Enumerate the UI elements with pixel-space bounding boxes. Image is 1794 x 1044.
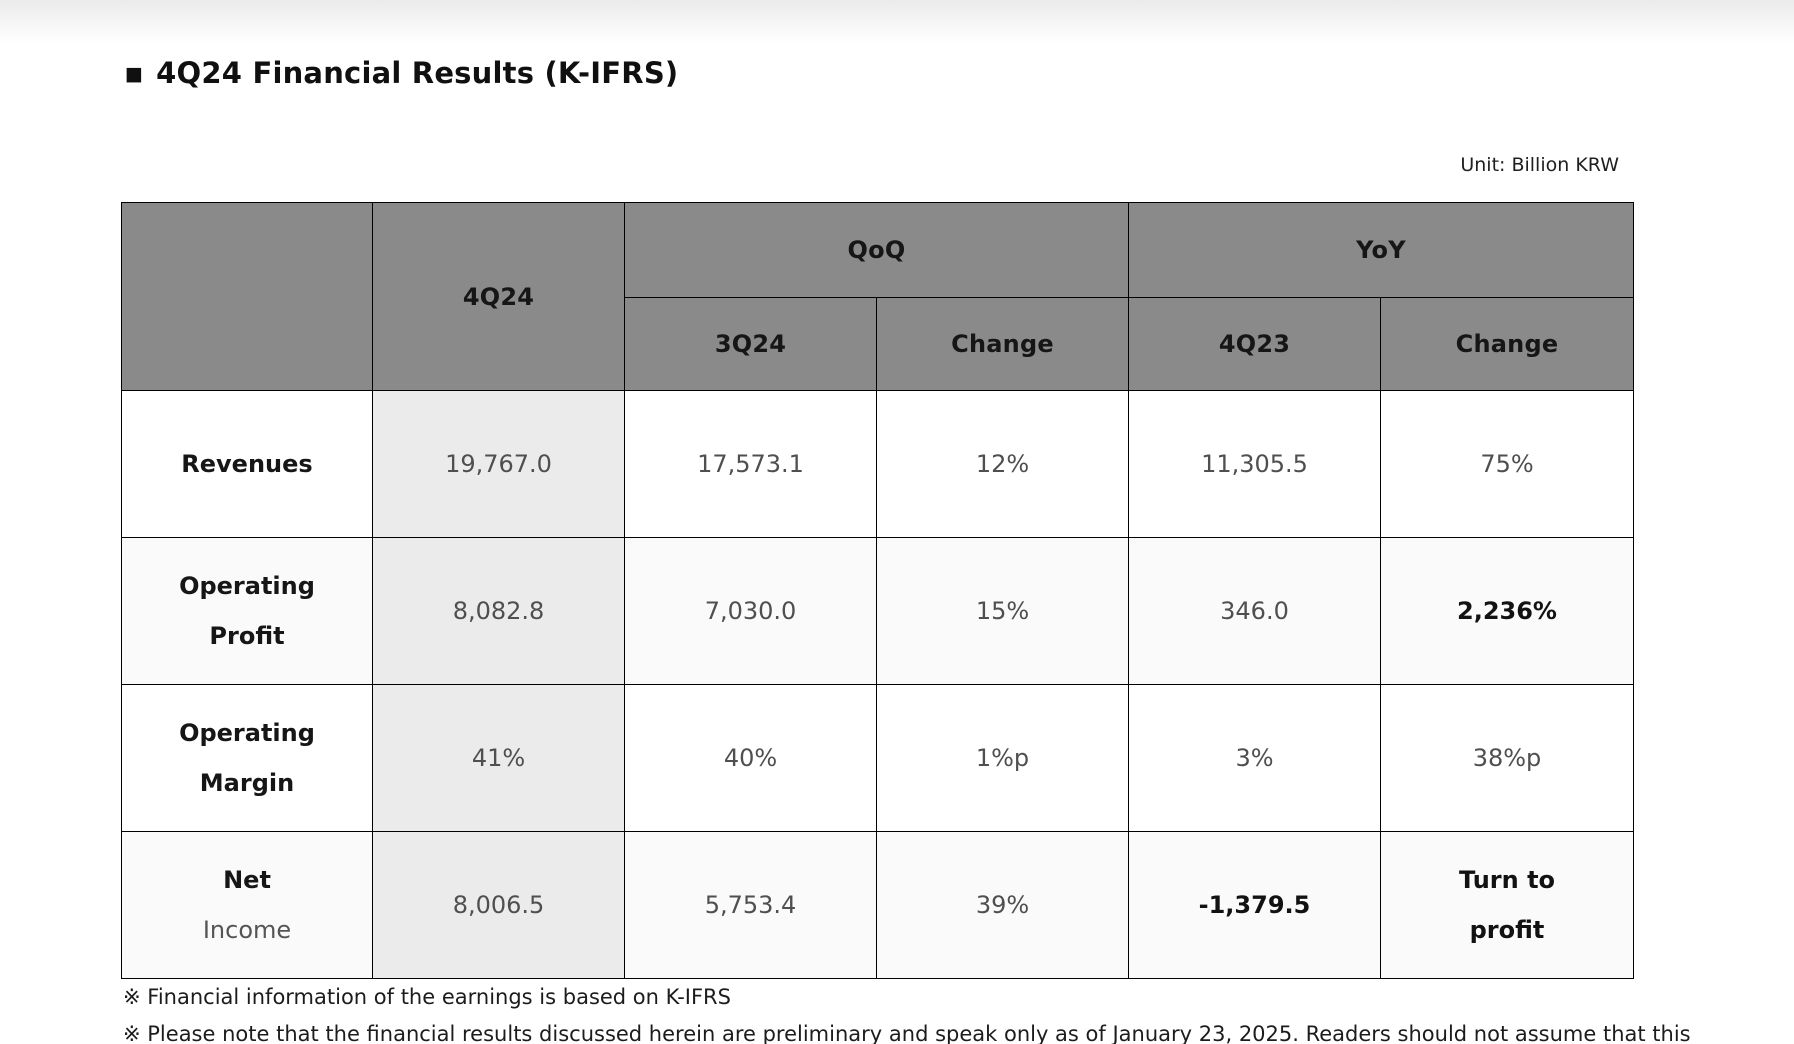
- cell-revenues-3q24: 17,573.1: [624, 390, 877, 538]
- col-group-yoy: YoY: [1128, 202, 1634, 298]
- cell-operating-profit-yoy-change: 2,236%: [1380, 537, 1634, 685]
- row-label-net-income-line1: Net: [223, 865, 271, 894]
- cell-operating-margin-yoy-change: 38%p: [1380, 684, 1634, 832]
- cell-net-income-qoq-change: 39%: [876, 831, 1129, 979]
- table-row-net-income: Net Income 8,006.5 5,753.4 39% -1,379.5 T…: [121, 831, 1634, 979]
- table-row-operating-margin: Operating Margin 41% 40% 1%p 3% 38%p: [121, 684, 1634, 832]
- row-label-net-income: Net Income: [121, 831, 373, 979]
- cell-revenues-4q24: 19,767.0: [372, 390, 625, 538]
- table-row-operating-profit: Operating Profit 8,082.8 7,030.0 15% 346…: [121, 537, 1634, 685]
- cell-operating-profit-4q23: 346.0: [1128, 537, 1381, 685]
- row-label-operating-margin: Operating Margin: [121, 684, 373, 832]
- col-header-qoq-change: Change: [876, 297, 1129, 391]
- header-row-groups: 4Q24 QoQ YoY: [121, 202, 1634, 391]
- page-title-text: 4Q24 Financial Results (K-IFRS): [156, 56, 679, 90]
- unit-label: Unit: Billion KRW: [1460, 154, 1619, 176]
- financial-results-table: 4Q24 QoQ YoY 3Q24 Change 4Q23 Change Rev…: [121, 202, 1634, 979]
- cell-operating-profit-qoq-change: 15%: [876, 537, 1129, 685]
- cell-net-income-yoy-change: Turn to profit: [1380, 831, 1634, 979]
- top-gradient-band: [0, 0, 1794, 44]
- footnote-kifrs-basis: ※ Financial information of the earnings …: [123, 985, 731, 1009]
- cell-operating-margin-qoq-change: 1%p: [876, 684, 1129, 832]
- cell-revenues-qoq-change: 12%: [876, 390, 1129, 538]
- cell-revenues-4q23: 11,305.5: [1128, 390, 1381, 538]
- col-header-yoy-change: Change: [1380, 297, 1634, 391]
- col-header-3q24: 3Q24: [624, 297, 877, 391]
- cell-operating-profit-4q24: 8,082.8: [372, 537, 625, 685]
- col-header-4q24: 4Q24: [372, 202, 625, 391]
- cell-operating-margin-4q24: 41%: [372, 684, 625, 832]
- page-title: ■ 4Q24 Financial Results (K-IFRS): [125, 56, 678, 90]
- row-label-net-income-line2: Income: [202, 916, 292, 944]
- cell-revenues-yoy-change: 75%: [1380, 390, 1634, 538]
- table-row-revenues: Revenues 19,767.0 17,573.1 12% 11,305.5 …: [121, 390, 1634, 538]
- footnote-preliminary-disclaimer: ※ Please note that the financial results…: [123, 1022, 1691, 1044]
- corner-header-cell: [121, 202, 373, 391]
- square-bullet-icon: ■: [125, 63, 144, 85]
- cell-net-income-3q24: 5,753.4: [624, 831, 877, 979]
- cell-net-income-4q24: 8,006.5: [372, 831, 625, 979]
- col-header-4q23: 4Q23: [1128, 297, 1381, 391]
- cell-net-income-4q23: -1,379.5: [1128, 831, 1381, 979]
- header-row-sub: 3Q24 Change 4Q23 Change: [122, 297, 1634, 391]
- cell-operating-profit-3q24: 7,030.0: [624, 537, 877, 685]
- col-group-qoq: QoQ: [624, 202, 1129, 298]
- row-label-revenues: Revenues: [121, 390, 373, 538]
- cell-operating-margin-3q24: 40%: [624, 684, 877, 832]
- row-label-operating-profit: Operating Profit: [121, 537, 373, 685]
- cell-operating-margin-4q23: 3%: [1128, 684, 1381, 832]
